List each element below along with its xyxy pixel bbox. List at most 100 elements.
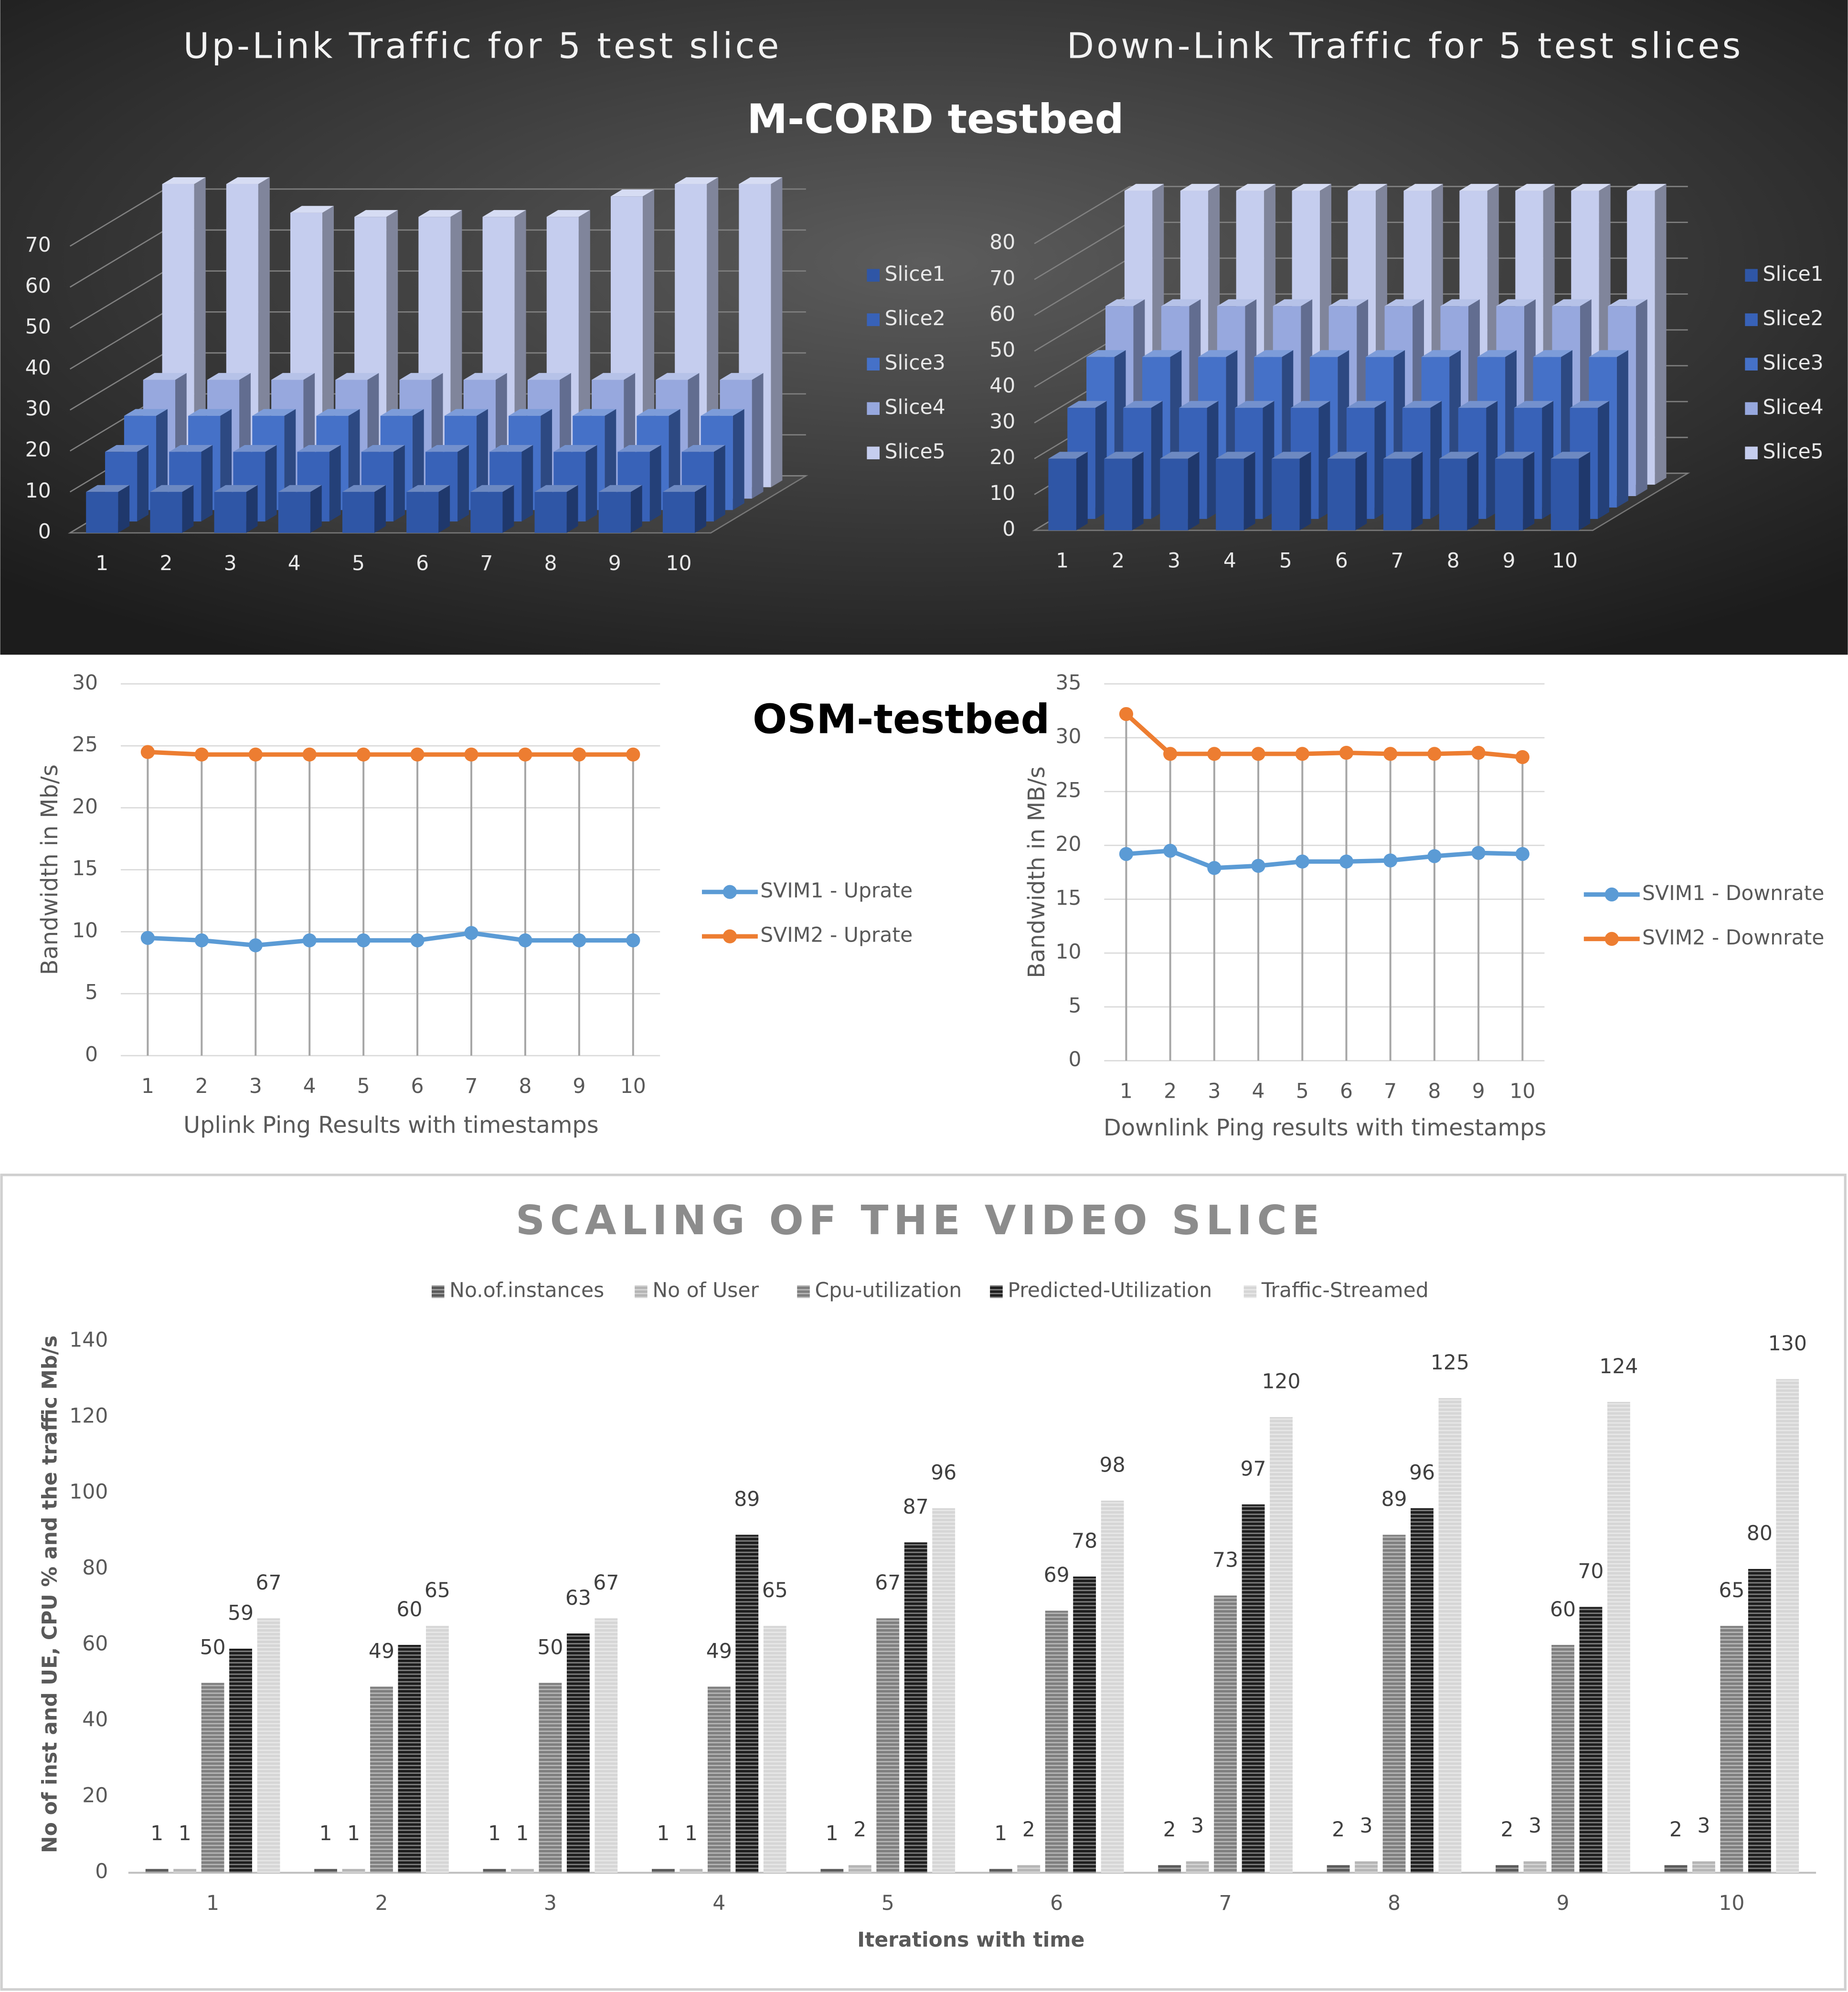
x-tick-label: 1 (96, 552, 108, 575)
point (1383, 747, 1398, 761)
legend-swatch (867, 446, 880, 459)
bar-top (271, 373, 315, 380)
bar-top (1570, 401, 1609, 408)
bar (595, 1618, 618, 1873)
bar-top (470, 485, 514, 492)
point (1339, 745, 1354, 760)
legend-marker (1604, 932, 1619, 946)
y-tick-label: 25 (72, 733, 98, 757)
point (1163, 747, 1178, 761)
grid-line (69, 229, 166, 288)
bar-side (1598, 401, 1609, 519)
x-tick-label: 3 (249, 1075, 262, 1098)
data-label: 120 (1262, 1370, 1300, 1394)
bar-front (1048, 458, 1076, 530)
legend-label: No.of.instances (449, 1279, 604, 1303)
legend-label: SVIM2 - Uprate (760, 924, 913, 947)
point (572, 747, 586, 762)
bar-top (1104, 452, 1144, 459)
data-label: 98 (1100, 1454, 1126, 1477)
data-label: 2 (853, 1818, 866, 1842)
data-label: 70 (1578, 1560, 1604, 1583)
bar (652, 1869, 675, 1873)
x-axis-label: Uplink Ping Results with timestamps (183, 1113, 599, 1139)
x-tick-label: 7 (1391, 550, 1404, 573)
bar (735, 1535, 759, 1873)
legend-swatch (1745, 358, 1758, 371)
data-label: 3 (1529, 1814, 1541, 1838)
bar-top (1458, 401, 1498, 408)
x-tick-label: 6 (1340, 1080, 1353, 1103)
bar-top (1346, 401, 1386, 408)
bar (370, 1686, 393, 1873)
x-tick-label: 1 (206, 1892, 219, 1915)
bar-side (1299, 452, 1311, 530)
section-heading: M-CORD testbed (747, 96, 1124, 143)
bar (932, 1508, 956, 1873)
bar-top (278, 485, 322, 492)
x-tick-label: 5 (357, 1075, 370, 1098)
bar-side (752, 373, 764, 499)
data-label: 3 (1697, 1814, 1710, 1838)
point (1119, 847, 1134, 861)
bar-side (156, 409, 168, 510)
bar-top (86, 485, 130, 492)
data-label: 1 (685, 1822, 698, 1845)
point (248, 938, 263, 953)
bar (1496, 1865, 1519, 1873)
x-tick-label: 4 (1252, 1080, 1265, 1103)
bar (278, 485, 322, 533)
point (302, 747, 317, 762)
bar-top (463, 373, 507, 380)
point (626, 933, 640, 948)
y-tick-label: 40 (25, 356, 51, 380)
y-axis-label: No of inst and UE, CPU % and the traffic… (38, 1335, 62, 1853)
x-tick-label: 2 (159, 552, 172, 575)
x-tick-label: 7 (1384, 1080, 1397, 1103)
bar-side (476, 409, 488, 510)
bar (214, 485, 258, 533)
bar (1327, 1865, 1350, 1873)
point (464, 747, 478, 762)
data-label: 65 (1719, 1579, 1744, 1602)
bar (1438, 1398, 1462, 1873)
y-tick-label: 70 (25, 233, 51, 257)
bar-top (1328, 452, 1367, 459)
x-tick-label: 6 (1050, 1892, 1063, 1915)
bar (662, 485, 706, 533)
x-tick-label: 3 (1168, 550, 1180, 573)
bar-top (1365, 350, 1405, 357)
bar-top (1161, 299, 1201, 307)
y-axis-label: Bandwidth in Mb/s (37, 764, 63, 975)
bar (86, 485, 130, 533)
y-tick-label: 60 (25, 275, 51, 298)
bar-side (1523, 452, 1535, 530)
bar-side (669, 409, 680, 510)
chart-title: Down-Link Traffic for 5 test slices (1067, 25, 1743, 66)
bar (534, 485, 578, 533)
bar-top (406, 485, 450, 492)
x-tick-label: 9 (1472, 1080, 1485, 1103)
bar-top (1236, 184, 1276, 191)
bar-top (1273, 299, 1313, 307)
y-tick-label: 15 (1055, 887, 1081, 910)
bar (314, 1869, 337, 1873)
point (1383, 853, 1398, 868)
bar (566, 1633, 590, 1873)
bar (848, 1865, 871, 1873)
bar-side (1151, 401, 1163, 519)
bar-top (1198, 350, 1238, 357)
data-label: 50 (200, 1636, 226, 1659)
bar-front (278, 492, 310, 533)
x-tick-label: 5 (1279, 550, 1292, 573)
bar (1411, 1508, 1434, 1873)
data-label: 2 (1332, 1818, 1345, 1842)
x-tick-label: 6 (416, 552, 429, 575)
bar-side (329, 445, 341, 522)
bar-side (585, 445, 597, 522)
bar-top (1348, 184, 1387, 191)
bar-top (1403, 184, 1443, 191)
y-tick-label: 5 (85, 981, 98, 1005)
bar-side (1430, 401, 1442, 519)
bar (1495, 452, 1535, 530)
